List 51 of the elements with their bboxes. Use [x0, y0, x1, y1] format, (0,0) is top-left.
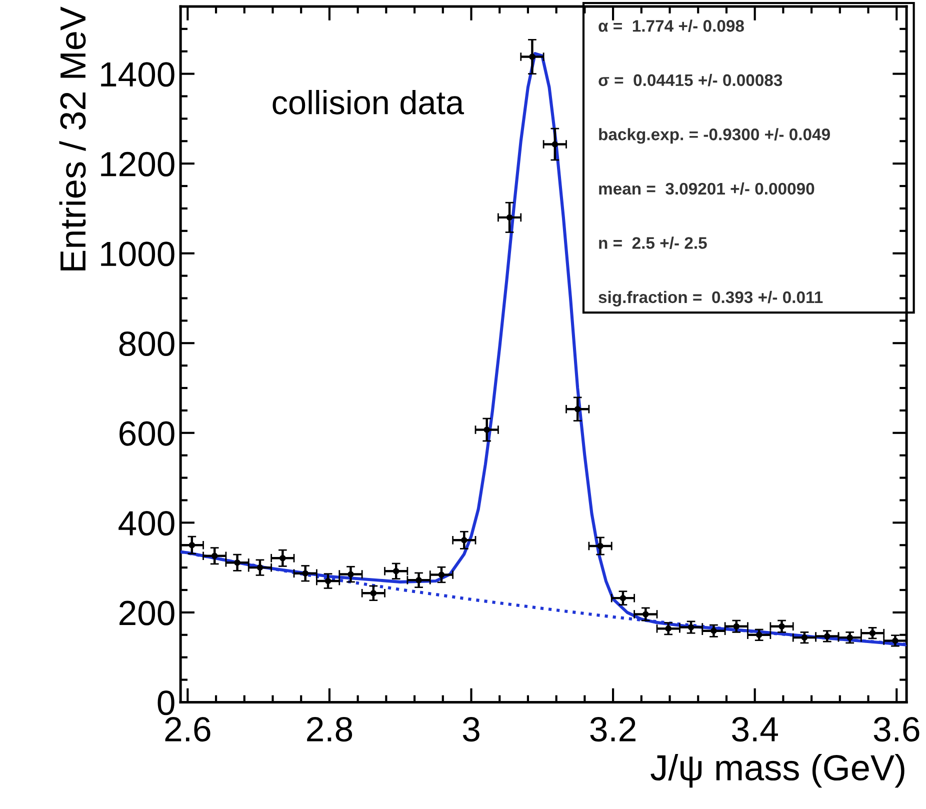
y-tick-label: 800	[119, 331, 174, 356]
y-tick-label: 1200	[101, 152, 174, 176]
y-tick-label: 0	[158, 690, 174, 716]
point	[892, 638, 898, 644]
annotation: backg.exp. = -0.9300 +/- 0.049	[599, 128, 830, 144]
x-tick-label: 3	[462, 717, 480, 742]
point	[824, 633, 830, 640]
annotation: collision data	[272, 90, 464, 114]
point	[461, 537, 468, 544]
annotation: mean = 3.09201 +/- 0.00090	[599, 182, 814, 195]
x-tick-label: 3.2	[590, 717, 636, 742]
point	[370, 590, 377, 596]
y-tick-label: 600	[120, 421, 174, 446]
point	[324, 578, 332, 584]
x-tick-label: 2.8	[307, 717, 352, 742]
point	[552, 141, 558, 148]
y-tick-label: 1400	[101, 62, 174, 87]
point	[211, 552, 218, 560]
point	[574, 406, 581, 412]
point	[710, 628, 717, 634]
x-axis-title: J/ψ mass (GeV)	[650, 754, 904, 788]
y-tick-label: 400	[118, 511, 174, 536]
point	[778, 623, 785, 630]
annotation: σ = 0.04415 +/- 0.00083	[598, 74, 782, 86]
point	[348, 571, 354, 578]
point	[665, 625, 672, 632]
point	[597, 542, 604, 550]
point	[188, 542, 196, 548]
point	[484, 426, 490, 433]
point	[438, 572, 445, 578]
x-tick-label: 2.6	[165, 717, 210, 742]
point	[392, 568, 400, 574]
x-tick-label: 3.4	[732, 717, 778, 742]
point	[733, 623, 740, 630]
point	[529, 54, 536, 60]
point	[620, 594, 626, 602]
y-tick-label: 1000	[101, 242, 174, 266]
y-axis-title: Entries / 32 MeV	[59, 6, 86, 270]
annotation: sig.fraction = 0.393 +/- 0.011	[598, 290, 823, 306]
point	[642, 611, 649, 618]
point	[234, 559, 240, 566]
x-tick-label: 3.6	[874, 717, 920, 742]
point	[256, 564, 264, 571]
point	[302, 570, 308, 577]
annotation: n = 2.5 +/- 2.5	[599, 236, 707, 250]
point	[506, 214, 513, 221]
point	[280, 555, 286, 562]
y-tick-label: 200	[120, 600, 174, 626]
point	[688, 624, 694, 630]
point	[416, 576, 422, 584]
annotation: α = 1.774 +/- 0.098	[598, 20, 744, 32]
